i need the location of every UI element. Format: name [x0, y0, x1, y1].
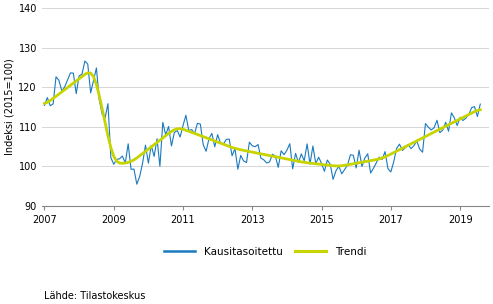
Y-axis label: Indeksi (2015=100): Indeksi (2015=100) — [4, 59, 14, 155]
Legend: Kausitasoitettu, Trendi: Kausitasoitettu, Trendi — [164, 247, 366, 257]
Text: Lähde: Tilastokeskus: Lähde: Tilastokeskus — [44, 291, 146, 301]
